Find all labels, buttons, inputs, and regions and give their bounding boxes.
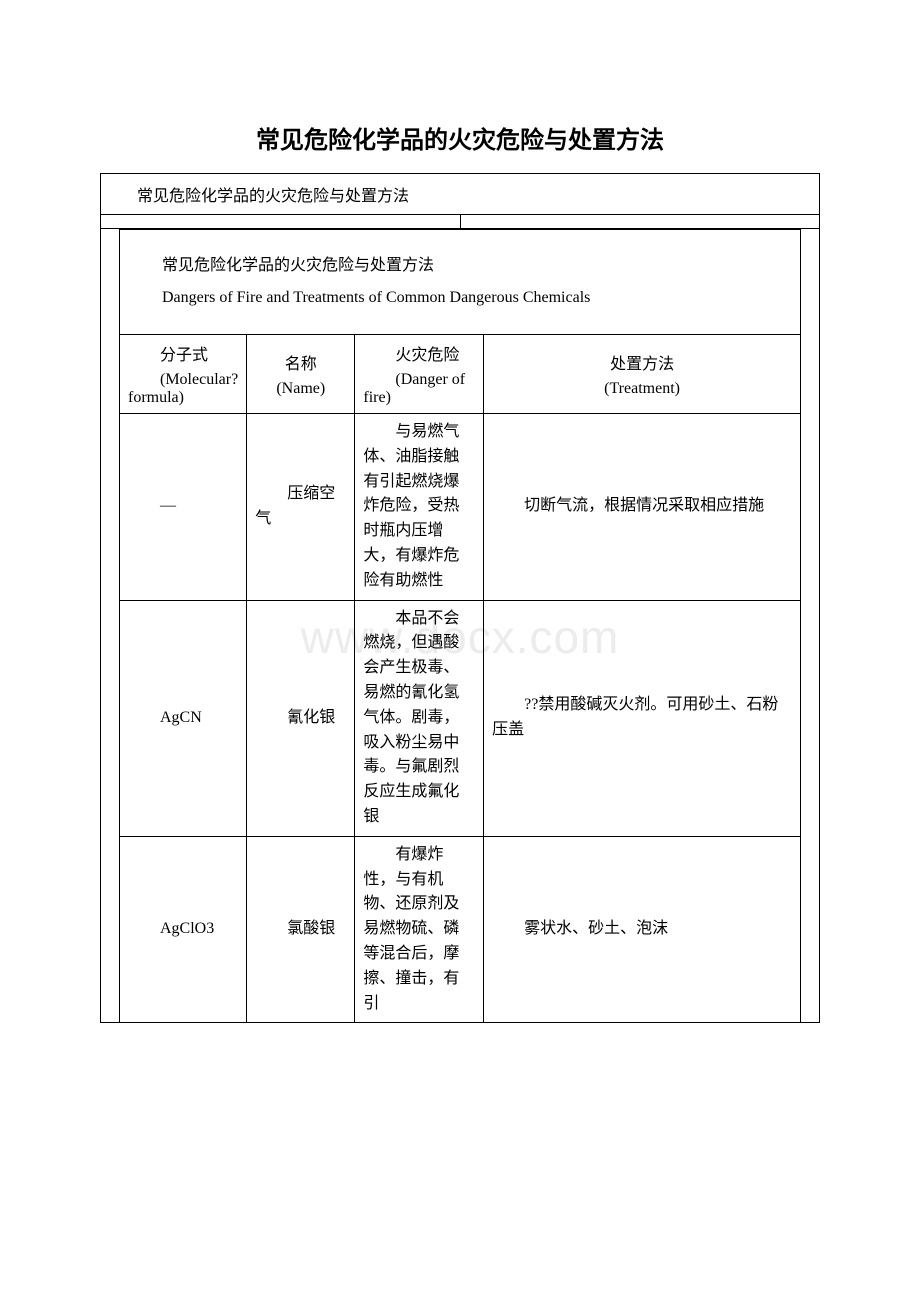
col-danger-en: (Danger of fire) bbox=[363, 371, 475, 407]
val-danger-0: 与易燃气体、油脂接触有引起燃烧爆炸危险，受热时瓶内压增大，有爆炸危险有助燃性 bbox=[363, 420, 475, 594]
content-wrapper: 常见危险化学品的火灾危险与处置方法 Dangers of Fire and Tr… bbox=[101, 229, 820, 1023]
outer-table: 常见危险化学品的火灾危险与处置方法 常见危险化学品的火灾危险与处置方法 Dang… bbox=[100, 173, 820, 1023]
val-name-2: 氯酸银 bbox=[255, 917, 346, 942]
val-formula-1: AgCN bbox=[128, 706, 238, 731]
chemicals-table: 分子式 (Molecular?formula) 名称 (Name) 火灾危险 (… bbox=[120, 335, 800, 1022]
col-formula-en: (Molecular?formula) bbox=[128, 371, 238, 407]
val-formula-0: — bbox=[128, 494, 238, 519]
col-header-treatment: 处置方法 (Treatment) bbox=[484, 335, 800, 414]
cell-name: 压缩空气 bbox=[247, 414, 355, 601]
cell-formula: — bbox=[120, 414, 247, 601]
val-treatment-2: 雾状水、砂土、泡沫 bbox=[492, 917, 792, 942]
val-formula-2: AgClO3 bbox=[128, 917, 238, 942]
val-danger-2: 有爆炸性，与有机物、还原剂及易燃物硫、磷等混合后，摩擦、撞击，有引 bbox=[363, 843, 475, 1017]
cell-treatment: ??禁用酸碱灭火剂。可用砂土、石粉压盖 bbox=[484, 600, 800, 836]
table-header-row: 分子式 (Molecular?formula) 名称 (Name) 火灾危险 (… bbox=[120, 335, 800, 414]
col-formula-cn: 分子式 bbox=[128, 341, 238, 365]
val-treatment-1: ??禁用酸碱灭火剂。可用砂土、石粉压盖 bbox=[492, 693, 792, 743]
table-row: — 压缩空气 与易燃气体、油脂接触有引起燃烧爆炸危险，受热时瓶内压增大，有爆炸危… bbox=[120, 414, 800, 601]
col-danger-cn: 火灾危险 bbox=[363, 341, 475, 365]
section-title-cn: 常见危险化学品的火灾危险与处置方法 bbox=[162, 257, 434, 274]
col-name-en: (Name) bbox=[255, 380, 346, 398]
cell-danger: 与易燃气体、油脂接触有引起燃烧爆炸危险，受热时瓶内压增大，有爆炸危险有助燃性 bbox=[355, 414, 484, 601]
col-header-formula: 分子式 (Molecular?formula) bbox=[120, 335, 247, 414]
section-title-en: Dangers of Fire and Treatments of Common… bbox=[162, 289, 590, 306]
col-treatment-en: (Treatment) bbox=[492, 380, 792, 398]
cell-treatment: 雾状水、砂土、泡沫 bbox=[484, 836, 800, 1022]
val-name-0: 压缩空气 bbox=[255, 482, 346, 532]
cell-treatment: 切断气流，根据情况采取相应措施 bbox=[484, 414, 800, 601]
cell-formula: AgClO3 bbox=[120, 836, 247, 1022]
section-header: 常见危险化学品的火灾危险与处置方法 Dangers of Fire and Tr… bbox=[120, 230, 800, 335]
cell-danger: 有爆炸性，与有机物、还原剂及易燃物硫、磷等混合后，摩擦、撞击，有引 bbox=[355, 836, 484, 1022]
val-name-1: 氰化银 bbox=[255, 706, 346, 731]
cell-danger: 本品不会燃烧，但遇酸会产生极毒、易燃的氰化氢气体。剧毒，吸入粉尘易中毒。与氟剧烈… bbox=[355, 600, 484, 836]
page-title: 常见危险化学品的火灾危险与处置方法 bbox=[100, 120, 820, 155]
col-header-name: 名称 (Name) bbox=[247, 335, 355, 414]
blank-split-row bbox=[101, 215, 820, 229]
col-treatment-cn: 处置方法 bbox=[492, 350, 792, 374]
val-treatment-0: 切断气流，根据情况采取相应措施 bbox=[492, 494, 792, 519]
val-danger-1: 本品不会燃烧，但遇酸会产生极毒、易燃的氰化氢气体。剧毒，吸入粉尘易中毒。与氟剧烈… bbox=[363, 607, 475, 830]
col-header-danger: 火灾危险 (Danger of fire) bbox=[355, 335, 484, 414]
table-row: AgCN 氰化银 本品不会燃烧，但遇酸会产生极毒、易燃的氰化氢气体。剧毒，吸入粉… bbox=[120, 600, 800, 836]
cell-name: 氰化银 bbox=[247, 600, 355, 836]
inner-container: 常见危险化学品的火灾危险与处置方法 Dangers of Fire and Tr… bbox=[119, 229, 801, 1022]
cell-formula: AgCN bbox=[120, 600, 247, 836]
cell-name: 氯酸银 bbox=[247, 836, 355, 1022]
col-name-cn: 名称 bbox=[255, 350, 346, 374]
outer-header-cell: 常见危险化学品的火灾危险与处置方法 bbox=[101, 174, 820, 215]
table-row: AgClO3 氯酸银 有爆炸性，与有机物、还原剂及易燃物硫、磷等混合后，摩擦、撞… bbox=[120, 836, 800, 1022]
